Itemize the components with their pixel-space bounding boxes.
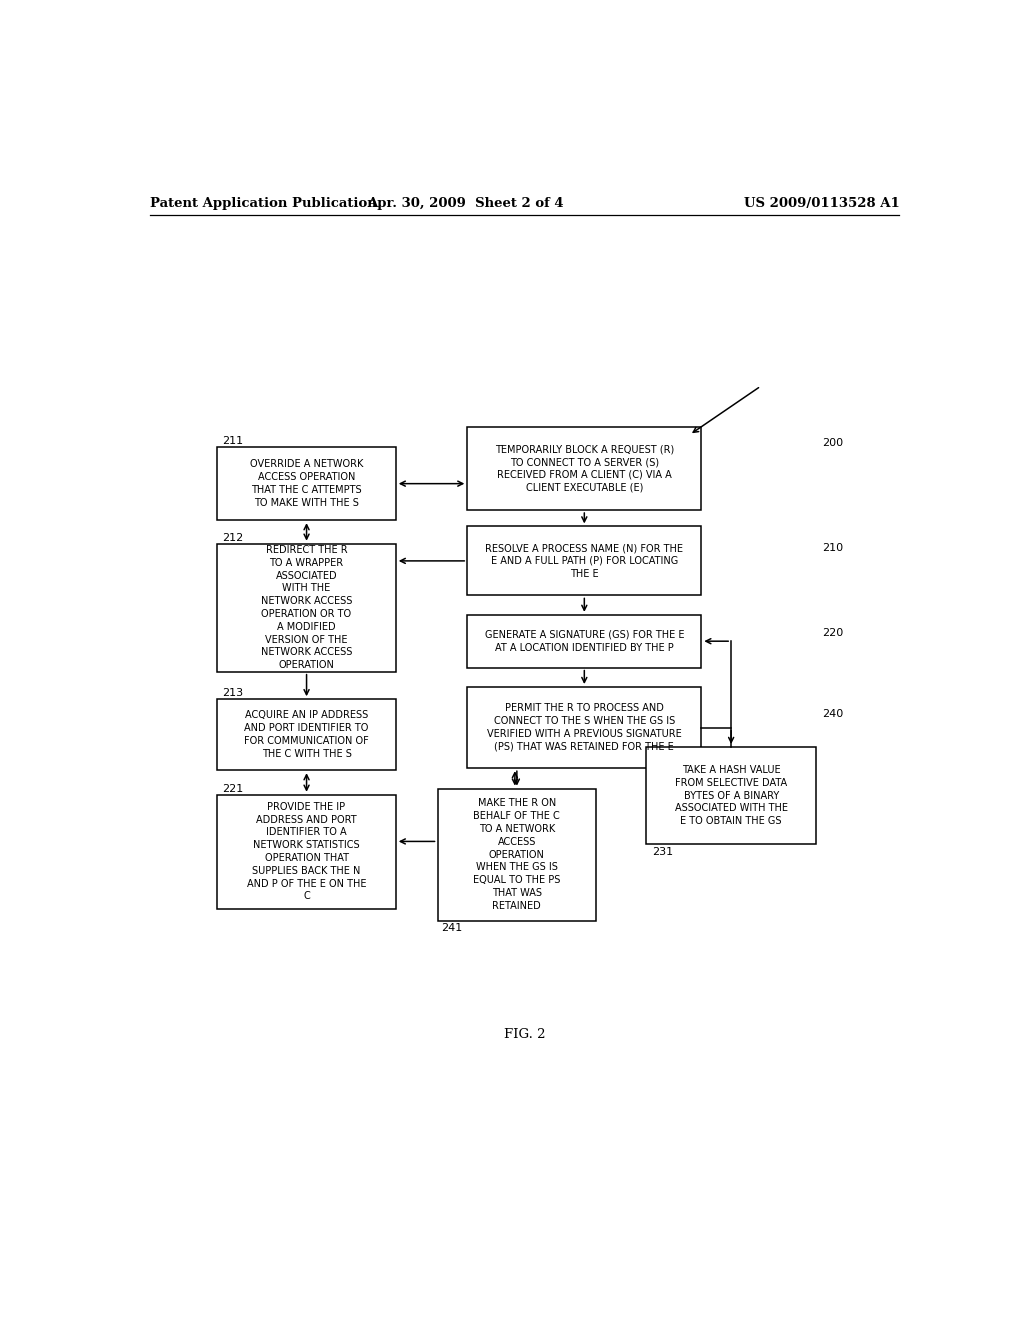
Text: 200: 200 [822, 438, 844, 447]
Text: 231: 231 [652, 846, 673, 857]
Bar [646, 747, 816, 845]
Bar [467, 686, 701, 768]
Text: 221: 221 [221, 784, 243, 793]
Bar [467, 615, 701, 668]
Text: 241: 241 [441, 923, 463, 933]
Text: OVERRIDE A NETWORK
ACCESS OPERATION
THAT THE C ATTEMPTS
TO MAKE WITH THE S: OVERRIDE A NETWORK ACCESS OPERATION THAT… [250, 459, 364, 508]
Bar [217, 544, 396, 672]
Text: 220: 220 [822, 628, 844, 638]
Text: TAKE A HASH VALUE
FROM SELECTIVE DATA
BYTES OF A BINARY
ASSOCIATED WITH THE
E TO: TAKE A HASH VALUE FROM SELECTIVE DATA BY… [675, 766, 787, 826]
Text: REDIRECT THE R
TO A WRAPPER
ASSOCIATED
WITH THE
NETWORK ACCESS
OPERATION OR TO
A: REDIRECT THE R TO A WRAPPER ASSOCIATED W… [261, 545, 352, 671]
Text: TEMPORARILY BLOCK A REQUEST (R)
TO CONNECT TO A SERVER (S)
RECEIVED FROM A CLIEN: TEMPORARILY BLOCK A REQUEST (R) TO CONNE… [495, 445, 674, 492]
Bar [217, 447, 396, 520]
Text: US 2009/0113528 A1: US 2009/0113528 A1 [743, 197, 899, 210]
Text: ACQUIRE AN IP ADDRESS
AND PORT IDENTIFIER TO
FOR COMMUNICATION OF
THE C WITH THE: ACQUIRE AN IP ADDRESS AND PORT IDENTIFIE… [244, 710, 369, 759]
Text: 211: 211 [221, 436, 243, 446]
Text: FIG. 2: FIG. 2 [504, 1028, 546, 1041]
Text: RESOLVE A PROCESS NAME (N) FOR THE
E AND A FULL PATH (P) FOR LOCATING
THE E: RESOLVE A PROCESS NAME (N) FOR THE E AND… [485, 543, 683, 578]
Text: 210: 210 [822, 543, 844, 553]
Text: Patent Application Publication: Patent Application Publication [151, 197, 377, 210]
Bar [217, 795, 396, 908]
Text: 213: 213 [221, 688, 243, 698]
Text: 240: 240 [822, 709, 844, 719]
Text: Apr. 30, 2009  Sheet 2 of 4: Apr. 30, 2009 Sheet 2 of 4 [367, 197, 563, 210]
Text: GENERATE A SIGNATURE (GS) FOR THE E
AT A LOCATION IDENTIFIED BY THE P: GENERATE A SIGNATURE (GS) FOR THE E AT A… [484, 630, 684, 652]
Text: 212: 212 [221, 532, 243, 543]
Bar [467, 426, 701, 510]
Bar [467, 527, 701, 595]
Bar [217, 700, 396, 771]
Text: MAKE THE R ON
BEHALF OF THE C
TO A NETWORK
ACCESS
OPERATION
WHEN THE GS IS
EQUAL: MAKE THE R ON BEHALF OF THE C TO A NETWO… [473, 799, 560, 911]
Bar [437, 788, 596, 921]
Text: PROVIDE THE IP
ADDRESS AND PORT
IDENTIFIER TO A
NETWORK STATISTICS
OPERATION THA: PROVIDE THE IP ADDRESS AND PORT IDENTIFI… [247, 801, 367, 902]
Text: PERMIT THE R TO PROCESS AND
CONNECT TO THE S WHEN THE GS IS
VERIFIED WITH A PREV: PERMIT THE R TO PROCESS AND CONNECT TO T… [487, 704, 682, 752]
